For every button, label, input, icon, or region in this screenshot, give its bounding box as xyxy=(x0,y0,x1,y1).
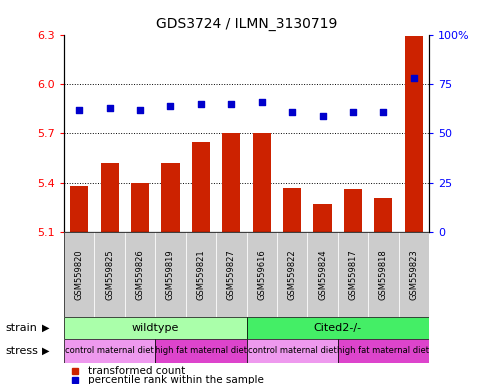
Point xyxy=(380,109,387,115)
Bar xyxy=(283,188,301,232)
Text: GSM559820: GSM559820 xyxy=(75,249,84,300)
Bar xyxy=(314,204,332,232)
Point xyxy=(136,107,144,113)
Bar xyxy=(155,232,186,317)
Text: GSM559817: GSM559817 xyxy=(349,249,357,300)
Bar xyxy=(186,232,216,317)
Text: GSM559821: GSM559821 xyxy=(196,249,206,300)
Text: GSM559827: GSM559827 xyxy=(227,249,236,300)
Text: GSM559824: GSM559824 xyxy=(318,249,327,300)
Point xyxy=(410,75,418,81)
Bar xyxy=(368,232,398,317)
Text: percentile rank within the sample: percentile rank within the sample xyxy=(88,375,264,384)
Text: control maternal diet: control maternal diet xyxy=(247,346,337,356)
Text: GSM559825: GSM559825 xyxy=(105,249,114,300)
Text: stress: stress xyxy=(5,346,38,356)
Text: GSM559822: GSM559822 xyxy=(287,249,297,300)
Text: transformed count: transformed count xyxy=(88,366,185,376)
Bar xyxy=(155,339,246,363)
Text: GSM559616: GSM559616 xyxy=(257,249,266,300)
Bar xyxy=(64,232,95,317)
Title: GDS3724 / ILMN_3130719: GDS3724 / ILMN_3130719 xyxy=(156,17,337,31)
Point xyxy=(318,113,326,119)
Bar xyxy=(161,163,179,232)
Bar xyxy=(338,339,429,363)
Text: GSM559818: GSM559818 xyxy=(379,249,388,300)
Point xyxy=(288,109,296,115)
Text: ▶: ▶ xyxy=(42,346,49,356)
Bar xyxy=(222,133,241,232)
Point xyxy=(167,103,175,109)
Bar xyxy=(338,232,368,317)
Bar xyxy=(125,232,155,317)
Bar xyxy=(70,186,88,232)
Bar xyxy=(246,317,429,339)
Bar xyxy=(64,317,246,339)
Point xyxy=(349,109,357,115)
Bar xyxy=(277,232,307,317)
Bar xyxy=(374,198,392,232)
Bar xyxy=(192,142,210,232)
Bar xyxy=(344,189,362,232)
Bar xyxy=(246,232,277,317)
Bar xyxy=(216,232,246,317)
Text: GSM559819: GSM559819 xyxy=(166,249,175,300)
Text: high fat maternal diet: high fat maternal diet xyxy=(337,346,429,356)
Point xyxy=(106,105,113,111)
Bar xyxy=(131,183,149,232)
Bar xyxy=(101,163,119,232)
Text: ▶: ▶ xyxy=(42,323,49,333)
Text: strain: strain xyxy=(5,323,37,333)
Bar xyxy=(252,133,271,232)
Text: high fat maternal diet: high fat maternal diet xyxy=(155,346,247,356)
Point xyxy=(227,101,235,107)
Point xyxy=(197,101,205,107)
Text: GSM559826: GSM559826 xyxy=(136,249,144,300)
Point xyxy=(258,99,266,105)
Bar xyxy=(307,232,338,317)
Text: GSM559823: GSM559823 xyxy=(409,249,418,300)
Point xyxy=(75,107,83,113)
Text: Cited2-/-: Cited2-/- xyxy=(314,323,362,333)
Bar xyxy=(64,339,155,363)
Bar xyxy=(95,232,125,317)
Text: wildtype: wildtype xyxy=(132,323,179,333)
Bar xyxy=(405,36,423,232)
Bar xyxy=(398,232,429,317)
Bar xyxy=(246,339,338,363)
Text: control maternal diet: control maternal diet xyxy=(65,346,154,356)
